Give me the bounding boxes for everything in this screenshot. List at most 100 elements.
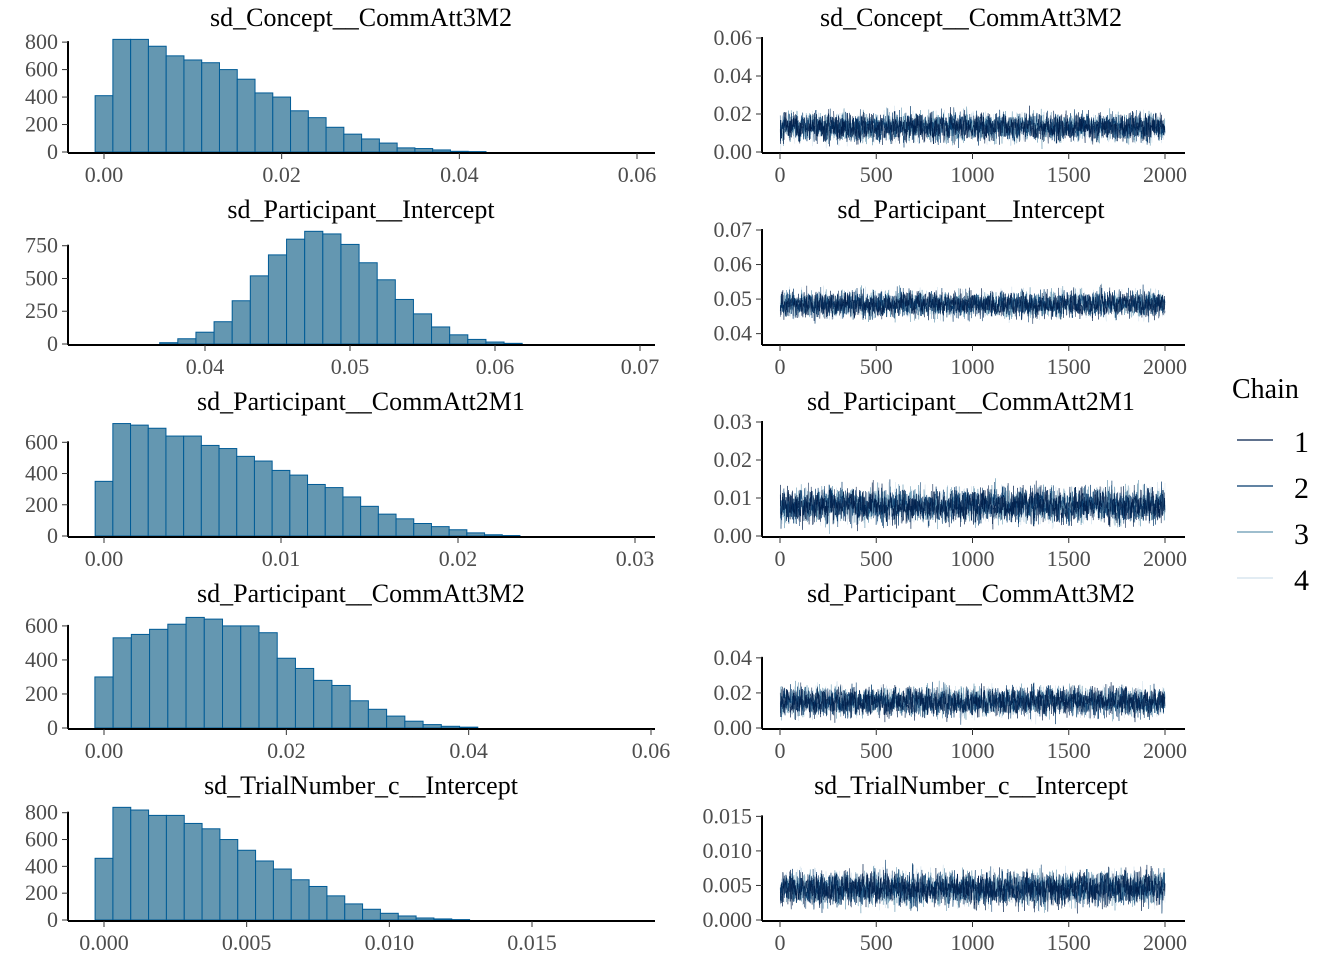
- x-tick-label: 0: [775, 354, 786, 379]
- histogram-bar: [112, 38, 132, 153]
- y-tick-label: 200: [25, 492, 58, 517]
- trace-line-chain-1: [779, 864, 1166, 914]
- histogram-bar: [322, 233, 342, 345]
- x-tick-label: 0.000: [79, 930, 129, 955]
- legend-label-chain-2: 2: [1294, 472, 1309, 505]
- histogram-bar: [396, 147, 416, 153]
- histogram-bar: [361, 138, 380, 153]
- histogram-bar: [237, 849, 257, 921]
- panel-title: sd_Participant__CommAtt3M2: [807, 579, 1135, 608]
- x-tick-label: 500: [860, 930, 893, 955]
- x-tick-label: 0.03: [616, 546, 655, 571]
- histogram-bar: [112, 423, 132, 537]
- y-tick-label: 0.00: [714, 715, 753, 740]
- trace-panel: sd_Participant__CommAtt3M2 0 500 1000 1500 20…: [714, 579, 1188, 763]
- histogram-bar: [326, 895, 346, 921]
- histogram-bar: [130, 424, 149, 537]
- histogram-bar: [272, 96, 292, 153]
- histogram-bar: [313, 679, 333, 729]
- histogram-bar: [183, 59, 203, 153]
- y-tick-label: 400: [25, 84, 58, 109]
- x-tick-label: 2000: [1143, 162, 1187, 187]
- histogram-bar: [147, 45, 167, 153]
- histogram-bar: [367, 708, 388, 729]
- x-tick-label: 0.02: [262, 162, 301, 187]
- y-tick-label: 200: [25, 681, 58, 706]
- x-tick-label: 0.02: [267, 738, 306, 763]
- panel-title: sd_TrialNumber_c__Intercept: [814, 771, 1129, 800]
- histogram-panel: sd_Participant__CommAtt3M2 0.00 0.02 0.04 0.…: [25, 579, 670, 763]
- histogram-bar: [112, 637, 132, 729]
- y-tick-label: 200: [25, 880, 58, 905]
- histogram-bar: [467, 338, 487, 345]
- histogram-bar: [449, 150, 469, 153]
- trace-panel: sd_Participant__CommAtt2M1 0 500 1000 1500 20…: [714, 387, 1188, 571]
- y-tick-label: 0: [47, 139, 58, 164]
- y-tick-label: 500: [25, 265, 58, 290]
- x-tick-label: 0.04: [186, 354, 225, 379]
- histogram-bar: [324, 487, 344, 537]
- histogram-bar: [484, 534, 503, 537]
- histogram-bar: [255, 860, 274, 921]
- histogram-bar: [362, 908, 381, 921]
- histogram-bar: [397, 915, 417, 921]
- y-tick-label: 0.07: [714, 217, 753, 242]
- y-tick-label: 750: [25, 233, 58, 258]
- y-tick-label: 200: [25, 112, 58, 137]
- x-tick-label: 0.010: [365, 930, 415, 955]
- x-tick-label: 2000: [1143, 738, 1187, 763]
- y-tick-label: 0.04: [714, 63, 753, 88]
- x-tick-label: 0.07: [621, 354, 660, 379]
- x-tick-label: 0.015: [507, 930, 557, 955]
- y-tick-label: 600: [25, 57, 58, 82]
- histogram-bar: [236, 455, 255, 537]
- x-tick-label: 0.00: [85, 162, 124, 187]
- y-tick-label: 0.06: [714, 252, 753, 277]
- histogram-bar: [94, 95, 114, 153]
- x-tick-label: 0.06: [632, 738, 671, 763]
- histogram-panel: sd_Participant__Intercept 0.04 0.05 0.06 0.0…: [25, 195, 659, 379]
- histogram-bar: [147, 427, 167, 537]
- x-tick-label: 1000: [951, 354, 995, 379]
- x-tick-label: 0.05: [331, 354, 370, 379]
- histogram-bar: [231, 300, 251, 345]
- histogram-bar: [344, 903, 364, 921]
- x-tick-label: 0: [775, 162, 786, 187]
- histogram-bar: [415, 917, 435, 921]
- panel-title: sd_Participant__Intercept: [227, 195, 495, 224]
- trace-line-chain-1: [779, 105, 1166, 147]
- y-tick-label: 0.015: [703, 803, 753, 828]
- x-tick-label: 0: [775, 738, 786, 763]
- legend-label-chain-4: 4: [1294, 564, 1309, 597]
- trace-panel: sd_Concept__CommAtt3M2 0 500 1000 1500 2000 0.…: [714, 3, 1188, 187]
- legend-label-chain-3: 3: [1294, 518, 1309, 551]
- histogram-bar: [290, 110, 309, 153]
- x-tick-label: 2000: [1143, 354, 1187, 379]
- histogram-bar: [219, 839, 239, 921]
- trace-panel: sd_TrialNumber_c__Intercept 0 500 1000 1500 2…: [703, 771, 1188, 955]
- histogram-bar: [200, 444, 220, 537]
- histogram-bar: [378, 142, 398, 153]
- histogram-bar: [413, 523, 432, 537]
- histogram-bar: [112, 806, 132, 921]
- histogram-bar: [349, 700, 369, 729]
- histogram-bar: [271, 469, 291, 537]
- y-tick-label: 0.06: [714, 25, 753, 50]
- panel-title: sd_TrialNumber_c__Intercept: [204, 771, 519, 800]
- histogram-bar: [94, 676, 114, 729]
- histogram-bar: [213, 321, 233, 345]
- y-tick-label: 0.005: [703, 872, 753, 897]
- histogram-bar: [304, 230, 324, 345]
- histogram-bar: [195, 331, 215, 345]
- histogram-bar: [258, 632, 278, 729]
- x-tick-label: 0.04: [440, 162, 479, 187]
- x-tick-label: 1000: [951, 162, 995, 187]
- histogram-bar: [414, 148, 434, 153]
- histogram-bar: [201, 828, 221, 921]
- histogram-bar: [218, 448, 238, 537]
- x-tick-label: 1500: [1047, 738, 1091, 763]
- histogram-bar: [165, 55, 185, 153]
- histogram-bar: [222, 625, 242, 729]
- y-tick-label: 0.02: [714, 680, 753, 705]
